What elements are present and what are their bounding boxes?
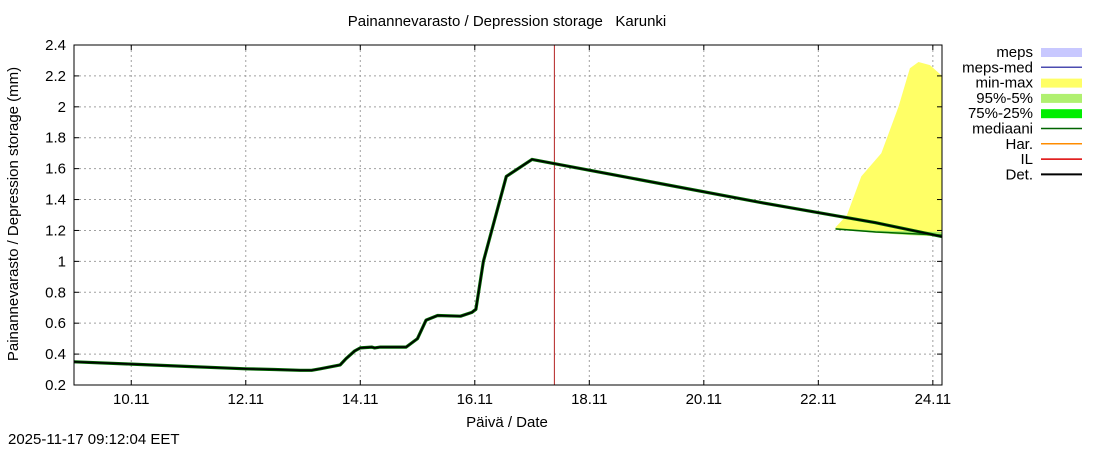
x-axis-label: Päivä / Date bbox=[466, 414, 548, 431]
series-det- bbox=[74, 158, 942, 372]
legend-swatch-meps bbox=[1041, 48, 1082, 57]
x-tick-label: 12.11 bbox=[228, 391, 264, 408]
plot-frame bbox=[73, 44, 943, 386]
chart-title: Painannevarasto / Depression storage Kar… bbox=[348, 13, 667, 30]
legend: mepsmeps-medmin-max95%-5%75%-25%mediaani… bbox=[962, 44, 1082, 183]
legend-swatch-min-max bbox=[1041, 78, 1082, 88]
legend-label-75-25: 75%-25% bbox=[968, 105, 1033, 122]
y-tick-label: 1.6 bbox=[45, 161, 66, 178]
x-tick-label: 16.11 bbox=[457, 391, 493, 408]
legend-label-meps-med: meps-med bbox=[962, 59, 1033, 76]
y-tick-label: 2.4 bbox=[45, 37, 66, 54]
y-axis-label: Painannevarasto / Depression storage (mm… bbox=[5, 67, 22, 361]
legend-swatch-95-5 bbox=[1041, 93, 1082, 103]
legend-label-il: IL bbox=[1020, 151, 1033, 168]
y-tick-label: 1.2 bbox=[45, 222, 66, 239]
y-tick-label: 0.6 bbox=[45, 315, 66, 332]
legend-label-har: Har. bbox=[1005, 136, 1033, 153]
data-layer bbox=[74, 45, 942, 385]
x-tick-label: 10.11 bbox=[113, 391, 149, 408]
legend-label-95-5: 95%-5% bbox=[976, 90, 1033, 107]
y-tick-label: 2 bbox=[58, 99, 66, 116]
y-tick-label: 0.4 bbox=[45, 346, 66, 363]
x-tick-label: 18.11 bbox=[571, 391, 607, 408]
x-tick-label: 20.11 bbox=[686, 391, 722, 408]
legend-label-min-max: min-max bbox=[975, 75, 1033, 92]
x-tick-label: 22.11 bbox=[800, 391, 836, 408]
legend-label-meps: meps bbox=[996, 44, 1033, 61]
legend-swatch-75-25 bbox=[1041, 109, 1082, 119]
x-tick-label: 14.11 bbox=[342, 391, 378, 408]
y-tick-label: 2.2 bbox=[45, 68, 66, 85]
y-tick-label: 1.4 bbox=[45, 192, 66, 209]
series-det-shadow bbox=[74, 157, 942, 372]
plot-area: 0.2 0.4 0.6 0.8 1 1.2 1.4 1.6 1.8 2 2.2 2.4 10.11 12.… bbox=[45, 37, 951, 408]
timestamp: 2025-11-17 09:12:04 EET bbox=[8, 431, 180, 448]
series-mediaani bbox=[835, 228, 942, 236]
y-tick-label: 1 bbox=[58, 253, 66, 270]
legend-label-mediaani: mediaani bbox=[972, 121, 1033, 138]
legend-label-det: Det. bbox=[1005, 166, 1033, 183]
y-tick-label: 0.2 bbox=[45, 377, 66, 394]
y-tick-label: 1.8 bbox=[45, 130, 66, 147]
y-tick-label: 0.8 bbox=[45, 284, 66, 301]
band-min-max bbox=[835, 62, 942, 237]
x-tick-label: 24.11 bbox=[915, 391, 951, 408]
